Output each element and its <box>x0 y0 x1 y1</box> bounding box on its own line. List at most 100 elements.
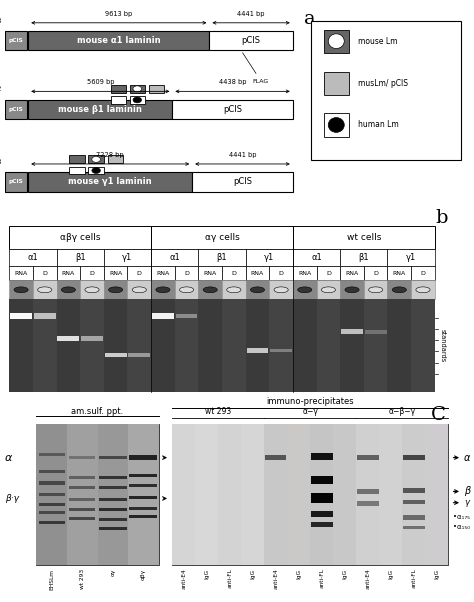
Bar <box>411 265 435 281</box>
Text: γ1: γ1 <box>264 253 274 262</box>
Bar <box>222 265 246 281</box>
Text: pCIS: pCIS <box>242 36 261 45</box>
Circle shape <box>203 287 217 293</box>
Bar <box>28 100 173 119</box>
Bar <box>293 249 340 265</box>
Circle shape <box>156 287 170 293</box>
Text: RNA: RNA <box>109 270 122 276</box>
Bar <box>311 493 333 503</box>
Text: pCIS: pCIS <box>9 179 23 184</box>
Bar <box>34 313 55 318</box>
Circle shape <box>321 287 336 293</box>
Bar <box>151 299 175 393</box>
Bar <box>403 526 425 530</box>
Bar <box>5 172 27 191</box>
Bar <box>89 167 104 175</box>
Bar <box>129 495 157 498</box>
Text: α1: α1 <box>27 253 38 262</box>
Bar <box>39 492 65 496</box>
Text: anti-FL: anti-FL <box>411 568 416 589</box>
Text: D: D <box>90 270 94 276</box>
Text: 4441 bp: 4441 bp <box>237 11 265 17</box>
Bar <box>357 455 379 461</box>
Bar <box>99 527 127 530</box>
Circle shape <box>14 287 28 293</box>
Bar <box>287 424 310 565</box>
Text: α−γ: α−γ <box>302 407 318 416</box>
Text: D: D <box>231 270 236 276</box>
Bar <box>9 265 33 281</box>
Text: D: D <box>42 270 47 276</box>
Bar <box>110 85 126 93</box>
Bar <box>264 424 287 565</box>
Bar <box>89 228 104 236</box>
Text: αγ: αγ <box>110 568 115 576</box>
Bar <box>317 265 340 281</box>
Bar <box>129 515 157 518</box>
Text: α: α <box>464 453 471 462</box>
Bar <box>28 31 210 51</box>
Text: mouse Lm: mouse Lm <box>358 37 398 46</box>
Bar <box>340 249 388 265</box>
Text: D: D <box>420 270 425 276</box>
Bar <box>311 522 333 527</box>
Bar <box>151 265 175 281</box>
Bar <box>56 281 80 299</box>
Bar <box>364 281 388 299</box>
Bar <box>293 281 317 299</box>
Circle shape <box>85 287 99 293</box>
Bar <box>175 265 199 281</box>
Text: pCIS: pCIS <box>9 107 23 112</box>
Bar <box>9 299 435 393</box>
Bar <box>151 226 293 249</box>
Bar <box>265 455 286 461</box>
Text: IgG: IgG <box>296 568 301 579</box>
Text: αβγ cells: αβγ cells <box>60 233 100 242</box>
Circle shape <box>416 287 430 293</box>
Bar <box>357 489 379 494</box>
Bar <box>108 228 123 236</box>
Bar <box>130 96 145 104</box>
Bar <box>246 348 268 353</box>
Text: β1: β1 <box>75 253 85 262</box>
Bar <box>388 265 411 281</box>
Bar <box>110 96 126 104</box>
Bar <box>56 249 104 265</box>
Text: FLAG: FLAG <box>243 53 269 84</box>
Text: •α₁₅₀: •α₁₅₀ <box>453 524 470 530</box>
Text: musLm/ pCIS: musLm/ pCIS <box>358 79 408 87</box>
Bar <box>99 508 127 511</box>
Text: anti-FL: anti-FL <box>319 568 324 589</box>
Bar <box>56 265 80 281</box>
Bar <box>246 281 269 299</box>
Bar <box>33 265 56 281</box>
Circle shape <box>132 287 146 293</box>
Text: anti-E4: anti-E4 <box>181 568 186 589</box>
Bar <box>151 249 199 265</box>
Bar <box>104 299 128 393</box>
Bar <box>388 281 411 299</box>
Bar <box>357 501 379 506</box>
Text: γ1: γ1 <box>406 253 416 262</box>
Bar <box>246 265 269 281</box>
Text: IgG: IgG <box>434 568 439 579</box>
Text: C: C <box>431 406 446 424</box>
Text: RNA: RNA <box>15 270 27 276</box>
Bar <box>128 353 150 358</box>
Bar <box>39 511 65 514</box>
Bar <box>39 521 65 524</box>
Bar <box>199 299 222 393</box>
Text: IgG: IgG <box>204 568 209 579</box>
Bar <box>218 424 241 565</box>
Text: human Lm: human Lm <box>358 120 399 129</box>
Text: anti-E4: anti-E4 <box>273 568 278 589</box>
Bar <box>324 72 349 95</box>
Bar <box>388 299 411 393</box>
Bar <box>89 239 104 247</box>
Bar <box>69 517 95 520</box>
Text: RNA: RNA <box>156 270 170 276</box>
Text: standards: standards <box>439 329 445 362</box>
Bar <box>149 85 164 93</box>
Circle shape <box>298 287 312 293</box>
Bar <box>222 281 246 299</box>
